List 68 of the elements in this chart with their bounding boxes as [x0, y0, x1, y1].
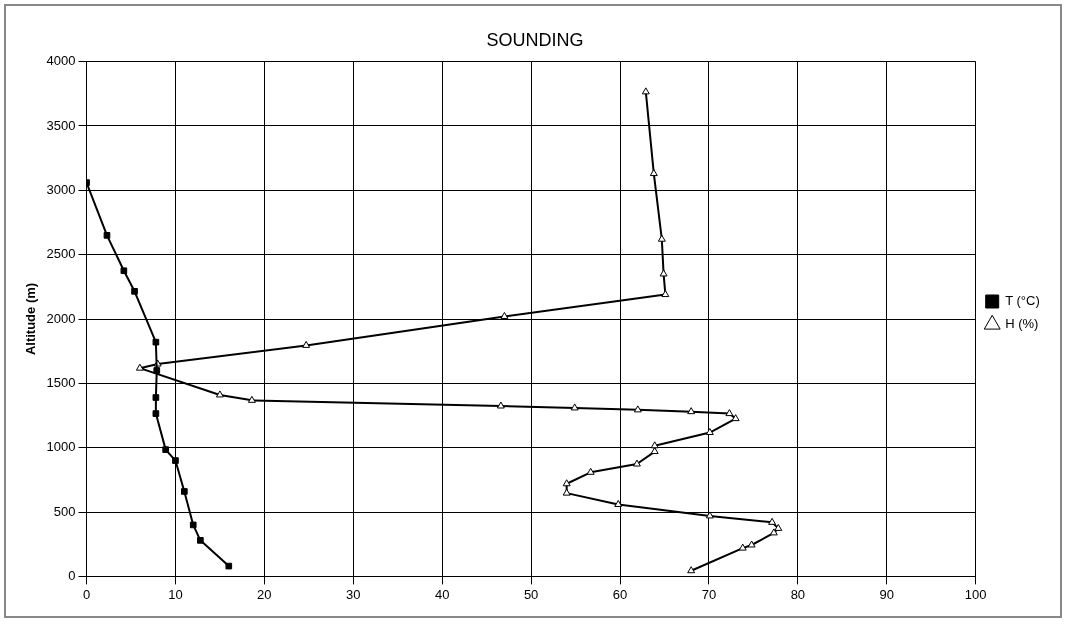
- point: [570, 403, 579, 411]
- point: [768, 517, 777, 525]
- point: [738, 543, 747, 551]
- y-tick-label: 3500: [46, 117, 76, 133]
- point: [172, 457, 179, 464]
- point: [225, 562, 233, 570]
- x-tick-label: 0: [82, 586, 91, 602]
- x-tick-label: 80: [790, 586, 806, 602]
- point: [120, 267, 128, 275]
- x-tick-label: 90: [879, 586, 895, 602]
- point: [153, 367, 161, 374]
- point: [562, 488, 571, 496]
- point: [162, 446, 169, 453]
- chart-title: SOUNDING: [486, 29, 584, 50]
- y-tick-label: 500: [53, 503, 76, 519]
- x-tick-label: 100: [964, 586, 987, 602]
- x-tick-label: 70: [701, 586, 717, 602]
- point: [641, 87, 650, 95]
- point: [135, 363, 144, 371]
- y-tick-label: 4000: [46, 53, 76, 69]
- point: [747, 540, 756, 548]
- legend-label: H (%): [1005, 316, 1039, 332]
- point: [103, 232, 111, 239]
- x-tick-label: 50: [523, 586, 539, 602]
- point: [661, 290, 670, 298]
- point: [687, 407, 696, 415]
- point: [197, 537, 204, 544]
- x-tick-label: 60: [612, 586, 628, 602]
- point: [632, 459, 641, 467]
- point: [152, 338, 160, 346]
- point: [774, 523, 783, 531]
- point: [687, 566, 696, 574]
- point: [650, 441, 659, 449]
- point: [152, 394, 160, 401]
- x-tick-label: 10: [168, 586, 183, 602]
- point: [131, 288, 138, 295]
- legend-label: T (°C): [1005, 293, 1040, 309]
- point: [586, 467, 595, 475]
- point: [650, 447, 659, 455]
- y-tick-label: 0: [68, 567, 76, 583]
- y-tick-label: 1000: [46, 439, 76, 455]
- y-axis-title: Altitude (m): [23, 282, 39, 356]
- point: [215, 390, 224, 398]
- point: [496, 401, 505, 409]
- point: [769, 528, 778, 536]
- x-tick-label: 40: [434, 586, 450, 602]
- x-tick-label: 20: [257, 586, 272, 602]
- point: [725, 409, 734, 417]
- y-tick-label: 2000: [46, 310, 76, 326]
- point: [649, 169, 658, 177]
- point: [731, 414, 740, 422]
- x-tick-label: 30: [346, 586, 361, 602]
- point: [657, 234, 666, 242]
- y-tick-label: 2500: [46, 246, 76, 262]
- y-tick-label: 3000: [46, 181, 76, 197]
- point: [705, 428, 714, 436]
- point: [181, 488, 188, 495]
- point: [247, 395, 256, 403]
- point: [500, 311, 509, 319]
- point: [152, 410, 160, 417]
- point: [562, 479, 571, 487]
- y-tick-label: 1500: [46, 374, 76, 390]
- point: [705, 511, 714, 519]
- point: [633, 405, 642, 413]
- point: [614, 499, 623, 507]
- point: [659, 269, 668, 277]
- point: [302, 340, 311, 348]
- point: [189, 521, 197, 529]
